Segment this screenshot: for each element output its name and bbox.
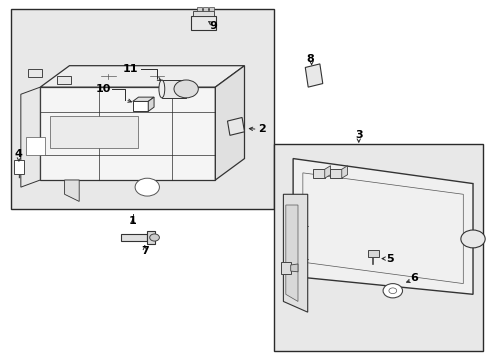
Polygon shape [227, 117, 244, 135]
Polygon shape [329, 169, 341, 178]
Polygon shape [162, 80, 186, 98]
Polygon shape [148, 97, 154, 111]
Text: 3: 3 [354, 130, 362, 140]
Bar [367, 249, 378, 257]
Text: 6: 6 [410, 273, 418, 283]
Circle shape [382, 284, 402, 298]
Polygon shape [281, 262, 290, 274]
Polygon shape [120, 234, 147, 242]
Text: 4: 4 [15, 149, 22, 159]
Circle shape [174, 80, 198, 98]
Polygon shape [57, 76, 71, 84]
Polygon shape [285, 205, 297, 301]
Polygon shape [40, 66, 244, 87]
Bar [14, 160, 24, 174]
Bar [203, 7, 207, 12]
Polygon shape [324, 166, 330, 178]
Polygon shape [215, 66, 244, 180]
Polygon shape [193, 12, 213, 16]
Circle shape [460, 230, 484, 248]
Bar [26, 137, 45, 155]
Polygon shape [305, 64, 322, 87]
Polygon shape [28, 69, 41, 77]
Bar [197, 7, 201, 12]
Ellipse shape [159, 80, 164, 98]
Polygon shape [64, 180, 79, 202]
Circle shape [135, 178, 159, 196]
Circle shape [149, 234, 159, 241]
Polygon shape [283, 194, 307, 312]
Polygon shape [312, 169, 324, 178]
Bar [50, 116, 137, 148]
Polygon shape [40, 87, 215, 180]
Polygon shape [147, 231, 154, 244]
Bar [11, 9, 273, 208]
Polygon shape [132, 102, 148, 111]
Text: 1: 1 [128, 216, 136, 226]
Polygon shape [292, 158, 472, 294]
Text: 7: 7 [141, 247, 148, 256]
Text: 10: 10 [96, 84, 111, 94]
Bar [209, 7, 214, 12]
Polygon shape [132, 97, 154, 102]
Bar [273, 144, 482, 351]
Text: 11: 11 [122, 64, 138, 73]
Text: 9: 9 [208, 21, 216, 31]
Polygon shape [341, 166, 347, 178]
Text: 8: 8 [305, 54, 313, 64]
Polygon shape [21, 87, 40, 187]
Text: 5: 5 [386, 253, 393, 264]
Text: 2: 2 [257, 124, 265, 134]
Polygon shape [191, 16, 216, 30]
Polygon shape [290, 264, 297, 272]
